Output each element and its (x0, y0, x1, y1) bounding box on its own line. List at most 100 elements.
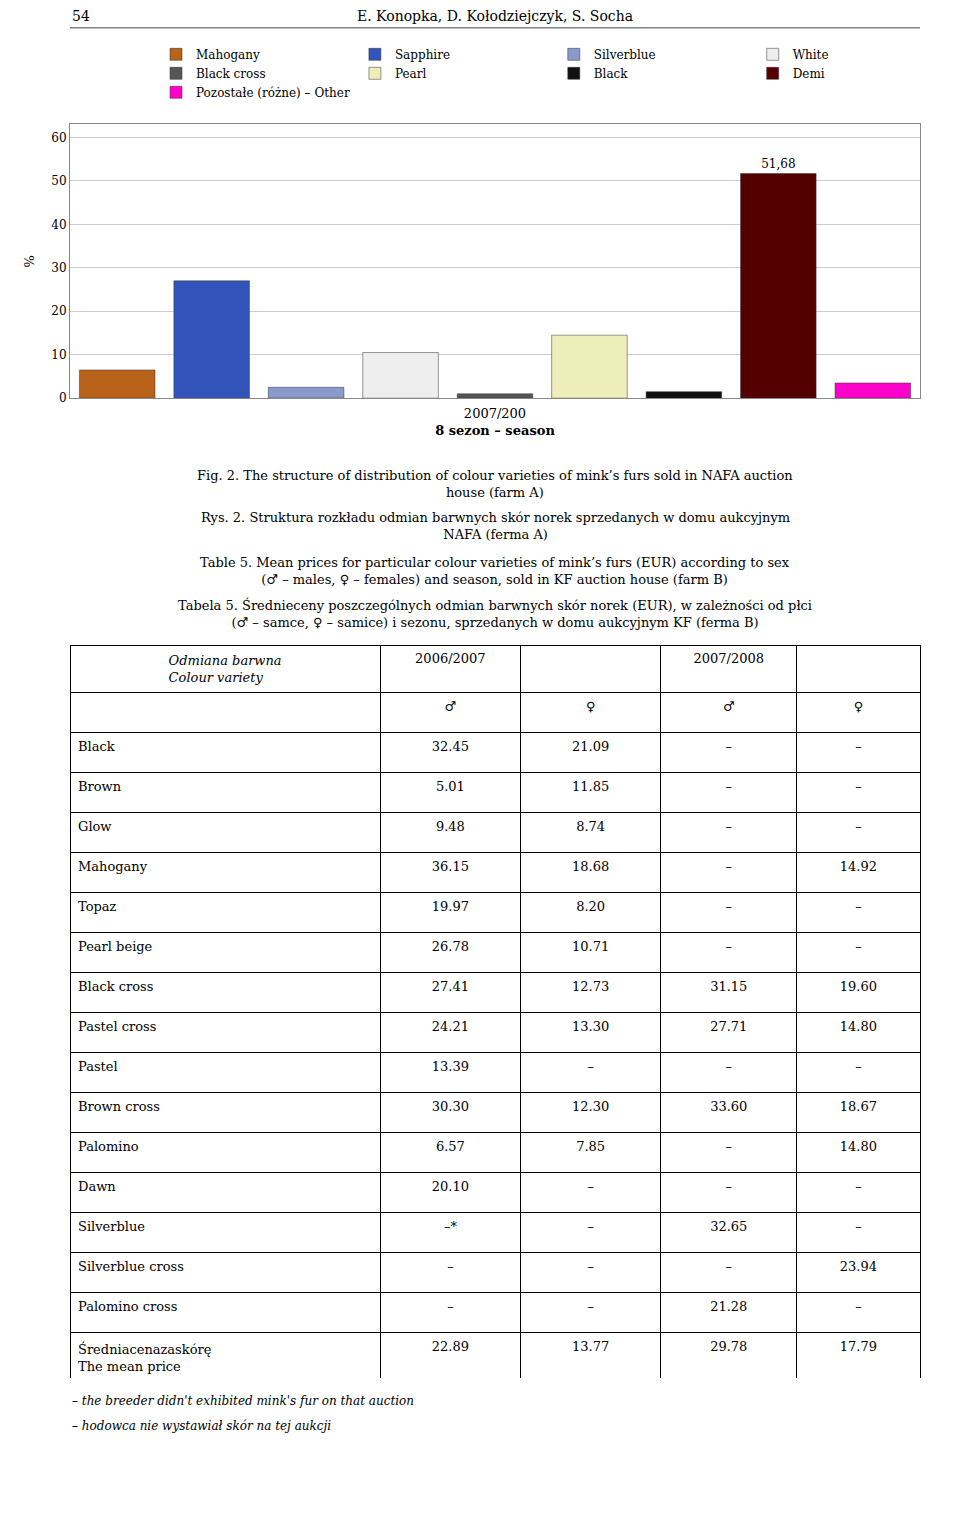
svg-text:8.20: 8.20 (576, 899, 605, 914)
svg-text:–*: –* (444, 1219, 458, 1234)
svg-text:Pozostałe (różne) – Other: Pozostałe (różne) – Other (196, 86, 350, 100)
svg-text:21.09: 21.09 (572, 739, 609, 754)
svg-text:Black cross: Black cross (78, 979, 153, 994)
svg-text:6.57: 6.57 (436, 1139, 465, 1154)
svg-text:17.79: 17.79 (840, 1339, 877, 1354)
svg-text:Palomino: Palomino (78, 1139, 139, 1154)
svg-text:–: – (587, 1059, 594, 1074)
svg-text:19.97: 19.97 (432, 899, 469, 914)
svg-text:♂: ♂ (445, 699, 457, 714)
svg-text:%: % (22, 255, 37, 267)
svg-text:Topaz: Topaz (78, 899, 117, 914)
svg-text:–: – (726, 859, 733, 874)
svg-text:19.60: 19.60 (840, 979, 877, 994)
svg-text:Dawn: Dawn (78, 1179, 116, 1194)
svg-text:2006/2007: 2006/2007 (415, 651, 486, 666)
svg-text:Pastel cross: Pastel cross (78, 1019, 156, 1034)
svg-text:–: – (726, 1179, 733, 1194)
svg-text:12.73: 12.73 (572, 979, 609, 994)
svg-text:♂: ♂ (723, 699, 735, 714)
svg-text:♀: ♀ (854, 699, 864, 714)
svg-text:Pearl beige: Pearl beige (78, 939, 153, 954)
svg-text:–: – (587, 1299, 594, 1314)
svg-text:Black: Black (594, 67, 629, 81)
svg-text:Silverblue: Silverblue (594, 48, 656, 62)
svg-text:Glow: Glow (78, 819, 112, 834)
svg-text:Mahogany: Mahogany (196, 48, 260, 62)
svg-text:2007/2008: 2007/2008 (693, 651, 764, 666)
svg-text:–: – (855, 1059, 862, 1074)
svg-text:– hodowca nie wystawiał skór n: – hodowca nie wystawiał skór na tej aukc… (72, 1419, 331, 1433)
svg-text:54: 54 (72, 8, 90, 24)
svg-text:32.65: 32.65 (710, 1219, 747, 1234)
svg-text:–: – (726, 779, 733, 794)
svg-text:–: – (855, 1299, 862, 1314)
svg-text:50: 50 (51, 174, 66, 188)
svg-text:–: – (855, 739, 862, 754)
svg-text:Pearl: Pearl (395, 67, 427, 81)
svg-text:–: – (726, 939, 733, 954)
svg-text:10: 10 (51, 348, 66, 362)
svg-text:–: – (726, 1059, 733, 1074)
svg-text:–: – (726, 819, 733, 834)
svg-text:Black: Black (78, 739, 115, 754)
svg-text:–: – (855, 939, 862, 954)
svg-text:–: – (726, 1259, 733, 1274)
svg-text:18.68: 18.68 (572, 859, 609, 874)
svg-text:12.30: 12.30 (572, 1099, 609, 1114)
svg-text:Rys. 2. Struktura rozkładu odm: Rys. 2. Struktura rozkładu odmian barwny… (201, 510, 790, 542)
svg-text:14.80: 14.80 (840, 1139, 877, 1154)
svg-text:13.30: 13.30 (572, 1019, 609, 1034)
svg-text:Sapphire: Sapphire (395, 48, 450, 62)
svg-text:–: – (726, 899, 733, 914)
svg-text:10.71: 10.71 (572, 939, 609, 954)
svg-text:23.94: 23.94 (840, 1259, 877, 1274)
svg-text:♀: ♀ (586, 699, 596, 714)
svg-text:20.10: 20.10 (432, 1179, 469, 1194)
svg-text:21.28: 21.28 (710, 1299, 747, 1314)
svg-text:30: 30 (51, 261, 66, 275)
svg-text:–: – (447, 1299, 454, 1314)
svg-text:5.01: 5.01 (436, 779, 465, 794)
svg-text:Mahogany: Mahogany (78, 859, 148, 874)
svg-text:11.85: 11.85 (572, 779, 609, 794)
svg-text:24.21: 24.21 (432, 1019, 469, 1034)
svg-text:Palomino cross: Palomino cross (78, 1299, 177, 1314)
svg-text:Black cross: Black cross (196, 67, 266, 81)
svg-text:18.67: 18.67 (840, 1099, 877, 1114)
svg-text:–: – (726, 739, 733, 754)
svg-text:ŚredniacenazaskóręThe mean pri: ŚredniacenazaskóręThe mean price (78, 1341, 212, 1374)
svg-text:26.78: 26.78 (432, 939, 469, 954)
svg-text:Silverblue: Silverblue (78, 1219, 145, 1234)
svg-text:60: 60 (51, 131, 66, 145)
svg-text:30.30: 30.30 (432, 1099, 469, 1114)
svg-text:2007/2008 sezon – season: 2007/2008 sezon – season (435, 406, 555, 438)
svg-text:Fig. 2. The structure of distr: Fig. 2. The structure of distribution of… (197, 468, 793, 500)
svg-text:–: – (855, 1179, 862, 1194)
svg-text:Silverblue cross: Silverblue cross (78, 1259, 184, 1274)
svg-text:–: – (855, 899, 862, 914)
svg-text:27.71: 27.71 (710, 1019, 747, 1034)
svg-text:14.80: 14.80 (840, 1019, 877, 1034)
svg-text:22.89: 22.89 (432, 1339, 469, 1354)
svg-text:–: – (447, 1259, 454, 1274)
svg-text:13.77: 13.77 (572, 1339, 609, 1354)
svg-text:40: 40 (51, 218, 66, 232)
svg-text:0: 0 (59, 391, 67, 405)
svg-text:Tabela 5. Średnieceny poszczeg: Tabela 5. Średnieceny poszczególnych odm… (178, 597, 812, 630)
svg-text:32.45: 32.45 (432, 739, 469, 754)
svg-text:29.78: 29.78 (710, 1339, 747, 1354)
svg-text:White: White (793, 48, 829, 62)
svg-text:36.15: 36.15 (432, 859, 469, 874)
svg-text:Pastel: Pastel (78, 1059, 118, 1074)
svg-text:–: – (587, 1179, 594, 1194)
svg-text:–: – (587, 1219, 594, 1234)
svg-text:–: – (726, 1139, 733, 1154)
svg-text:9.48: 9.48 (436, 819, 465, 834)
svg-text:–: – (855, 819, 862, 834)
svg-text:Odmiana barwnaColour variety: Odmiana barwnaColour variety (169, 653, 282, 685)
svg-text:E. Konopka, D. Kołodziejczyk,: E. Konopka, D. Kołodziejczyk, S. Socha (357, 8, 633, 24)
svg-text:13.39: 13.39 (432, 1059, 469, 1074)
svg-text:– the breeder didn't exhibited: – the breeder didn't exhibited mink's fu… (72, 1394, 414, 1408)
svg-text:Brown cross: Brown cross (78, 1099, 160, 1114)
